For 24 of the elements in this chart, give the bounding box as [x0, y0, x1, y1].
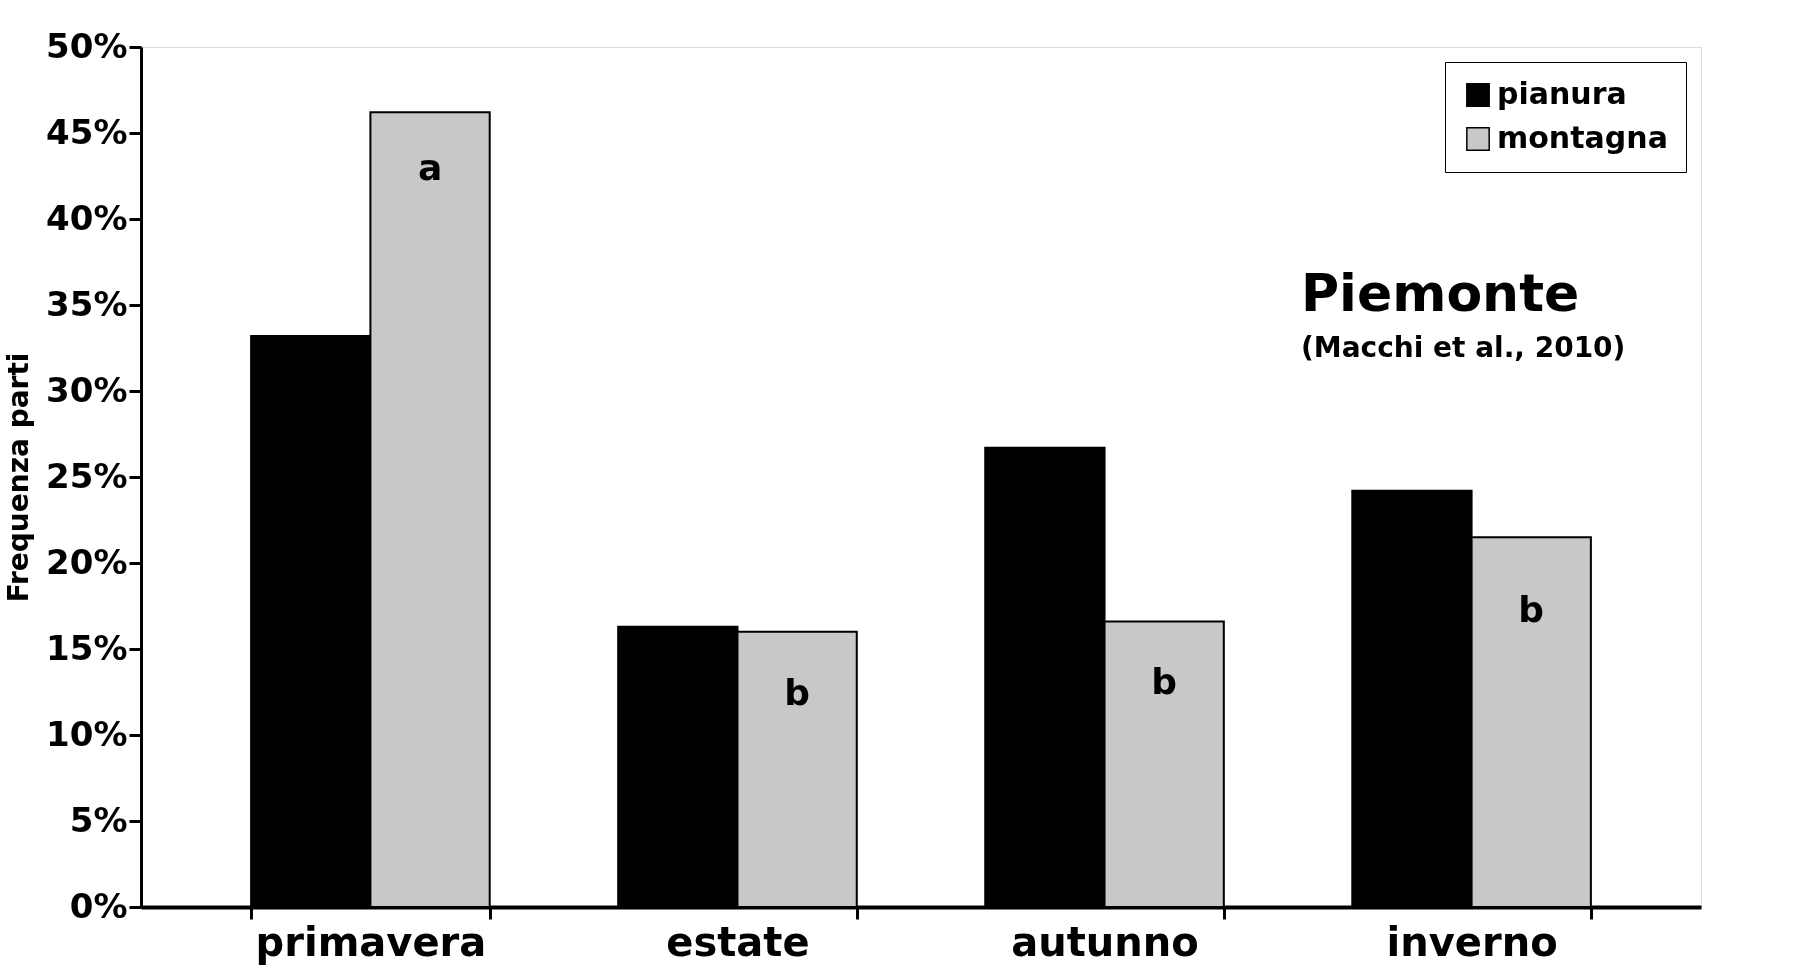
text: (Macchi et al., 2010)	[1301, 331, 1626, 364]
y-tick-label: 40%	[46, 197, 128, 238]
y-tick-label: 5%	[69, 799, 128, 840]
annotation: a	[417, 147, 443, 189]
annotation: b	[1518, 589, 1545, 631]
y-tick-label: 10%	[46, 713, 128, 754]
y-tick-label: 50%	[46, 25, 128, 66]
y-tick-label: 30%	[46, 369, 128, 410]
x-tick-label: autunno	[1011, 918, 1199, 965]
y-tick-label: 35%	[46, 283, 128, 324]
x-tick-label: primavera	[255, 918, 487, 965]
text: Piemonte	[1301, 263, 1580, 323]
y-tick-label: 25%	[46, 455, 128, 496]
x-tick-label: inverno	[1386, 918, 1558, 965]
y-tick-label: 15%	[46, 627, 128, 668]
legend-label: montagna	[1497, 120, 1668, 155]
y-tick-label: 20%	[46, 541, 128, 582]
x-tick-label: estate	[666, 918, 810, 965]
y-tick-label: 45%	[46, 111, 128, 152]
legend-label: pianura	[1497, 76, 1627, 111]
annotation: b	[1151, 661, 1178, 703]
y-axis-title: Frequenza parti	[2, 352, 36, 603]
y-tick-label: 0%	[69, 885, 128, 926]
annotation: b	[784, 671, 811, 713]
